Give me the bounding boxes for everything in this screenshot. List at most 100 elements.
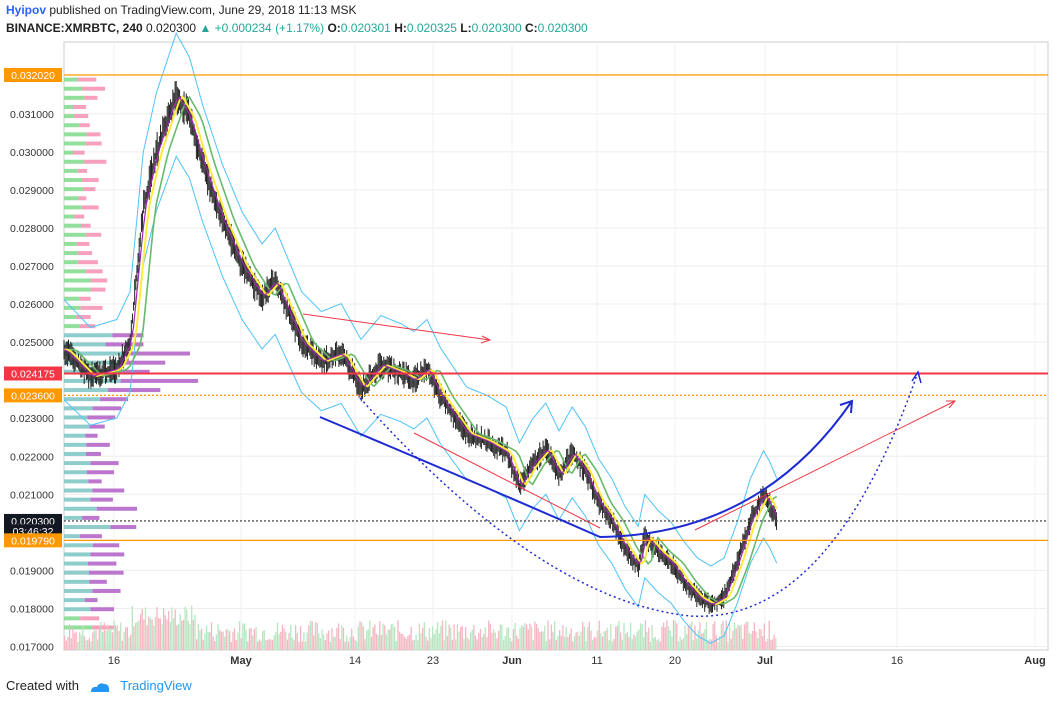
volume-bar xyxy=(367,629,369,650)
price-tag xyxy=(4,366,62,381)
volume-bar xyxy=(120,622,122,650)
volume-bar xyxy=(103,622,105,650)
volume-bar xyxy=(407,635,409,650)
volume-bar xyxy=(737,624,739,650)
volume-bar xyxy=(620,632,622,650)
volume-bar xyxy=(479,628,482,650)
volume-bar xyxy=(455,639,457,650)
volume-bar xyxy=(451,639,454,650)
volume-bar xyxy=(478,633,480,650)
volume-bar xyxy=(187,620,190,650)
volume-bar xyxy=(238,620,241,650)
tradingview-brand-link[interactable]: TradingView xyxy=(120,678,192,693)
volume-bar xyxy=(356,641,358,650)
last-price: 0.020300 xyxy=(146,21,197,35)
volume-bar xyxy=(649,641,652,650)
volume-profile-up-bar xyxy=(64,86,82,91)
volume-bar xyxy=(174,609,176,650)
volume-bar xyxy=(344,641,346,650)
volume-bar xyxy=(710,639,713,650)
volume-bar xyxy=(80,634,82,650)
volume-bar xyxy=(547,620,549,650)
high-value: 0.020325 xyxy=(406,21,457,35)
volume-bar xyxy=(552,631,554,650)
volume-bar xyxy=(563,636,566,650)
volume-bar xyxy=(209,632,211,650)
x-tick-label: 23 xyxy=(427,655,439,667)
y-tick-label: 0.029000 xyxy=(10,185,54,197)
volume-bar xyxy=(481,636,483,650)
low-label: L: xyxy=(460,21,472,35)
volume-bar xyxy=(727,641,729,650)
volume-bar xyxy=(585,640,587,650)
volume-bar xyxy=(677,641,680,650)
volume-bar xyxy=(372,627,374,650)
volume-profile-up-bar xyxy=(64,150,74,155)
volume-profile-up-bar xyxy=(64,205,82,210)
volume-bar xyxy=(210,622,213,650)
volume-profile-up-bar xyxy=(64,324,80,329)
close-value: 0.020300 xyxy=(537,21,588,35)
volume-profile-down-bar xyxy=(81,178,99,183)
volume-bar xyxy=(562,625,564,650)
volume-bar xyxy=(545,641,548,650)
x-tick-label: 16 xyxy=(891,655,903,667)
volume-profile-up-bar xyxy=(64,406,93,411)
volume-bar xyxy=(224,636,226,650)
arrowhead-dotted xyxy=(911,370,922,384)
chart-header-publisher: Hyipov published on TradingView.com, Jun… xyxy=(6,3,356,17)
volume-bar xyxy=(171,607,173,650)
volume-profile-up-bar xyxy=(64,132,87,137)
volume-bar xyxy=(159,618,161,650)
volume-profile-down-bar xyxy=(73,214,85,219)
publisher-username[interactable]: Hyipov xyxy=(6,3,47,17)
volume-bar xyxy=(303,632,305,650)
volume-bar xyxy=(684,625,686,650)
volume-profile-down-bar xyxy=(89,424,105,429)
volume-profile-up-bar xyxy=(64,442,87,447)
volume-bar xyxy=(529,623,531,650)
volume-bar xyxy=(750,633,752,650)
volume-bar xyxy=(361,622,363,650)
volume-bar xyxy=(722,620,724,650)
volume-bar xyxy=(219,630,221,650)
volume-bar xyxy=(626,631,628,650)
y-tick-label: 0.030000 xyxy=(10,147,54,159)
volume-bar xyxy=(266,640,269,650)
volume-bar xyxy=(138,620,140,650)
volume-profile-up-bar xyxy=(64,178,82,183)
volume-bar xyxy=(686,634,688,650)
volume-bar xyxy=(186,609,188,650)
volume-bar xyxy=(761,636,764,650)
volume-bar xyxy=(100,622,102,650)
volume-profile-up-bar xyxy=(64,488,93,493)
volume-profile-down-bar xyxy=(100,397,129,402)
volume-bar xyxy=(526,624,528,650)
volume-bar xyxy=(425,636,427,650)
volume-bar xyxy=(342,627,345,650)
volume-bar xyxy=(646,631,648,650)
volume-bar xyxy=(149,618,152,650)
volume-bar xyxy=(341,625,343,650)
low-value: 0.020300 xyxy=(471,21,522,35)
volume-profile-down-bar xyxy=(90,497,113,502)
volume-bar xyxy=(745,622,747,650)
volume-bar xyxy=(611,641,614,650)
volume-bar xyxy=(394,626,396,650)
volume-profile-down-bar xyxy=(81,205,99,210)
volume-profile-down-bar xyxy=(92,406,122,411)
volume-bar xyxy=(473,625,475,650)
volume-bar xyxy=(215,634,218,650)
volume-bar xyxy=(290,624,292,650)
volume-bar xyxy=(199,630,201,650)
volume-bar xyxy=(733,622,736,650)
y-tick-label: 0.017000 xyxy=(10,642,54,654)
volume-bar xyxy=(286,639,289,650)
volume-profile-down-bar xyxy=(85,451,101,456)
volume-profile-up-bar xyxy=(64,388,108,393)
volume-bar xyxy=(332,636,335,650)
volume-bar xyxy=(146,625,148,650)
published-text: published on TradingView.com, June 29, 2… xyxy=(49,3,357,17)
volume-bar xyxy=(755,631,757,650)
